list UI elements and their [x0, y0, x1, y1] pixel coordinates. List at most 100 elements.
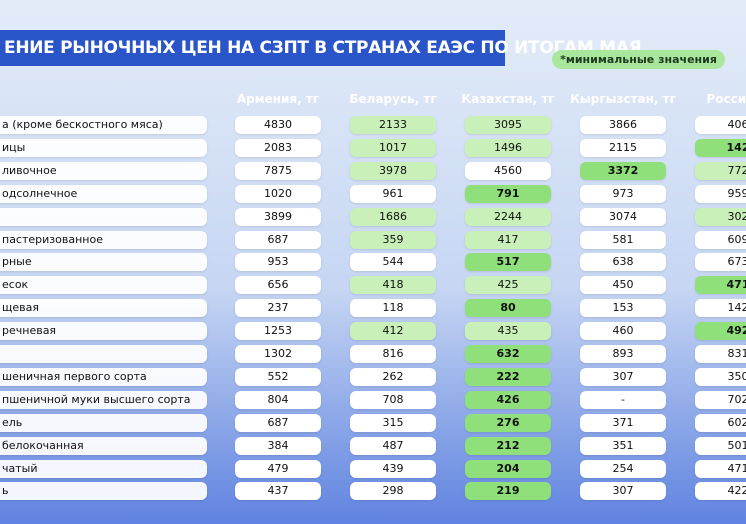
value-cell: 2133: [350, 116, 436, 134]
row-label: ливочное: [0, 161, 207, 180]
column-header: Кыргызстан, тг: [570, 92, 676, 106]
value-cell: 893: [580, 345, 666, 363]
value-cell: 501: [695, 436, 746, 455]
value-cell: 702: [695, 390, 746, 409]
row-label: пастеризованное: [0, 230, 207, 249]
value-cell: 953: [235, 253, 321, 272]
value-cell: 831: [695, 345, 746, 363]
column-header: Беларусь, тг: [349, 92, 437, 106]
value-cell: 544: [350, 253, 436, 272]
value-cell: 708: [350, 390, 436, 409]
value-cell: 479: [235, 459, 321, 478]
value-cell: 487: [350, 436, 436, 455]
row-label: речневая: [0, 322, 207, 341]
value-cell: 359: [350, 230, 436, 249]
value-cell: 3372: [580, 161, 666, 180]
value-cell: -: [580, 390, 666, 409]
value-cell: 492: [695, 322, 746, 341]
row-label: ицы: [0, 138, 207, 157]
value-cell: 816: [350, 345, 436, 363]
value-cell: 80: [465, 299, 551, 318]
value-cell: 118: [350, 299, 436, 318]
value-cell: 687: [235, 413, 321, 432]
value-cell: 262: [350, 367, 436, 386]
value-cell: 425: [465, 276, 551, 295]
value-cell: 959: [695, 184, 746, 203]
row-label: есок: [0, 276, 207, 295]
value-cell: 973: [580, 184, 666, 203]
row-label: шеничная первого сорта: [0, 367, 207, 386]
value-cell: 7875: [235, 161, 321, 180]
title: ЕНИЕ РЫНОЧНЫХ ЦЕН НА СЗПТ В СТРАНАХ ЕАЭС…: [0, 30, 642, 66]
row-label: [0, 207, 207, 226]
value-cell: 3095: [465, 116, 551, 134]
value-cell: 450: [580, 276, 666, 295]
value-cell: 222: [465, 367, 551, 386]
value-cell: 371: [580, 413, 666, 432]
value-cell: 673: [695, 253, 746, 272]
value-cell: 276: [465, 413, 551, 432]
value-cell: 552: [235, 367, 321, 386]
row-label: белокочанная: [0, 436, 207, 455]
row-label: ь: [0, 482, 207, 501]
value-cell: 307: [580, 367, 666, 386]
value-cell: 439: [350, 459, 436, 478]
value-cell: 804: [235, 390, 321, 409]
value-cell: 237: [235, 299, 321, 318]
row-label: а (кроме бескостного мяса): [0, 116, 207, 134]
value-cell: 602: [695, 413, 746, 432]
row-label: ель: [0, 413, 207, 432]
value-cell: 142: [695, 299, 746, 318]
value-cell: 219: [465, 482, 551, 501]
value-cell: 406: [695, 116, 746, 134]
row-label: рные: [0, 253, 207, 272]
value-cell: 656: [235, 276, 321, 295]
value-cell: 632: [465, 345, 551, 363]
value-cell: 2244: [465, 207, 551, 226]
value-cell: 471: [695, 459, 746, 478]
column-header: Армения, тг: [236, 92, 320, 106]
value-cell: 471: [695, 276, 746, 295]
value-cell: 4830: [235, 116, 321, 134]
value-cell: 2115: [580, 138, 666, 157]
value-cell: 3074: [580, 207, 666, 226]
value-cell: 1253: [235, 322, 321, 341]
value-cell: 254: [580, 459, 666, 478]
row-label: пшеничной муки высшего сорта: [0, 390, 207, 409]
value-cell: 4560: [465, 161, 551, 180]
value-cell: 204: [465, 459, 551, 478]
value-cell: 791: [465, 184, 551, 203]
value-cell: 772: [695, 161, 746, 180]
value-cell: 315: [350, 413, 436, 432]
value-cell: 302: [695, 207, 746, 226]
value-cell: 517: [465, 253, 551, 272]
value-cell: 417: [465, 230, 551, 249]
value-cell: 2083: [235, 138, 321, 157]
value-cell: 460: [580, 322, 666, 341]
value-cell: 426: [465, 390, 551, 409]
value-cell: 142: [695, 138, 746, 157]
row-label: щевая: [0, 299, 207, 318]
value-cell: 3899: [235, 207, 321, 226]
value-cell: 307: [580, 482, 666, 501]
value-cell: 412: [350, 322, 436, 341]
value-cell: 212: [465, 436, 551, 455]
value-cell: 687: [235, 230, 321, 249]
column-header: Россия, т: [706, 92, 746, 106]
value-cell: 1496: [465, 138, 551, 157]
value-cell: 1686: [350, 207, 436, 226]
value-cell: 1302: [235, 345, 321, 363]
row-label: [0, 345, 207, 363]
value-cell: 351: [580, 436, 666, 455]
column-header: Казахстан, тг: [461, 92, 555, 106]
value-cell: 638: [580, 253, 666, 272]
value-cell: 437: [235, 482, 321, 501]
value-cell: 3866: [580, 116, 666, 134]
value-cell: 961: [350, 184, 436, 203]
row-label: одсолнечное: [0, 184, 207, 203]
value-cell: 384: [235, 436, 321, 455]
value-cell: 153: [580, 299, 666, 318]
row-label: чатый: [0, 459, 207, 478]
value-cell: 609: [695, 230, 746, 249]
